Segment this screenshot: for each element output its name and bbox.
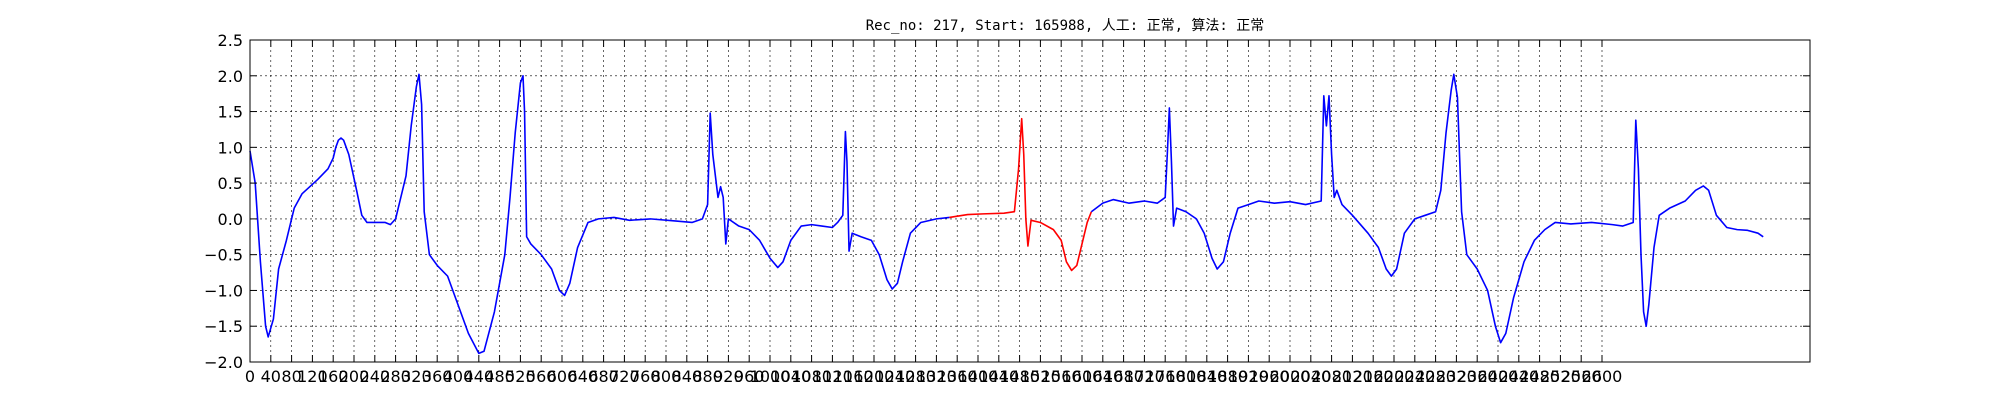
x-tick-label: 1400	[958, 367, 999, 386]
y-tick-label: 1.0	[218, 138, 243, 157]
x-tick-label: 1240	[874, 367, 915, 386]
x-tick-label: 280	[380, 367, 411, 386]
x-tick-label: 480	[484, 367, 515, 386]
x-tick-label: 200	[339, 367, 370, 386]
x-tick-label: 2360	[1457, 367, 1498, 386]
x-tick-label: 0	[245, 367, 255, 386]
x-tick-label: 600	[547, 367, 578, 386]
series-line-1	[249, 73, 950, 355]
x-tick-label: 1600	[1062, 367, 1103, 386]
series-line-3	[1090, 73, 1764, 344]
x-tick-label: 1480	[999, 367, 1040, 386]
x-tick-label: 560	[526, 367, 557, 386]
y-tick-label: 0.0	[218, 210, 243, 229]
plot-frame	[249, 39, 1811, 363]
x-tick-label: 1280	[895, 367, 936, 386]
x-tick-label: 360	[422, 367, 453, 386]
x-tick-label: 2320	[1436, 367, 1477, 386]
x-tick-label: 240	[360, 367, 391, 386]
x-tick-label: 1680	[1103, 367, 1144, 386]
x-tick-label: 400	[443, 367, 474, 386]
x-tick-label: 2560	[1561, 367, 1602, 386]
x-tick-label: 520	[505, 367, 536, 386]
x-tick-label: 2240	[1394, 367, 1435, 386]
x-tick-label: 440	[464, 367, 495, 386]
x-tick-label: 1360	[937, 367, 978, 386]
x-tick-label: 1000	[750, 367, 791, 386]
x-tick-label: 680	[588, 367, 619, 386]
series-layer	[249, 73, 1764, 355]
x-tick-label: 1880	[1207, 367, 1248, 386]
x-axis-ticks: 0 40 8012016020024028032036040044048052056…	[245, 40, 1622, 386]
x-tick-label: 880	[692, 367, 723, 386]
x-tick-label: 2200	[1374, 367, 1415, 386]
x-tick-label: 1080	[791, 367, 832, 386]
x-tick-label: 1440	[978, 367, 1019, 386]
x-tick-label: 800	[651, 367, 682, 386]
x-tick-label: 1840	[1186, 367, 1227, 386]
x-tick-label: 840	[672, 367, 703, 386]
y-tick-label: −1.0	[204, 281, 243, 300]
y-tick-label: 1.5	[218, 103, 243, 122]
y-tick-label: 0.5	[218, 174, 243, 193]
x-tick-label: 2000	[1270, 367, 1311, 386]
x-tick-label: 2440	[1498, 367, 1539, 386]
y-tick-label: 2.0	[218, 67, 243, 86]
x-tick-label: 1320	[916, 367, 957, 386]
x-tick-label: 40	[261, 367, 281, 386]
x-tick-label: 320	[401, 367, 432, 386]
x-tick-label: 1120	[812, 367, 853, 386]
chart-title: Rec_no: 217, Start: 165988, 人工: 正常, 算法: …	[866, 18, 1265, 34]
x-tick-label: 2080	[1311, 367, 1352, 386]
x-tick-label: 1640	[1082, 367, 1123, 386]
x-tick-label: 120	[297, 367, 328, 386]
y-tick-label: −2.0	[204, 353, 243, 372]
x-tick-label: 1720	[1124, 367, 1165, 386]
y-axis-ticks: 2.5 2.0 1.5 1.0 0.5 0.0 −0.5 −1.0 −1.5 −2.0	[204, 31, 1810, 372]
y-tick-label: −1.5	[204, 317, 243, 336]
x-tick-label: 2600	[1582, 367, 1623, 386]
x-tick-label: 1760	[1145, 367, 1186, 386]
x-tick-label: 2160	[1353, 367, 1394, 386]
x-tick-label: 960	[734, 367, 765, 386]
x-tick-label: 760	[630, 367, 661, 386]
x-tick-label: 1200	[854, 367, 895, 386]
x-tick-label: 920	[713, 367, 744, 386]
x-tick-label: 160	[318, 367, 349, 386]
x-tick-label: 1960	[1249, 367, 1290, 386]
x-tick-label: 1800	[1166, 367, 1207, 386]
x-tick-label: 1520	[1020, 367, 1061, 386]
x-tick-label: 2120	[1332, 367, 1373, 386]
x-tick-label: 1560	[1041, 367, 1082, 386]
x-tick-label: 2040	[1290, 367, 1331, 386]
grid-lines	[250, 40, 1810, 362]
x-tick-label: 1920	[1228, 367, 1269, 386]
y-tick-label: −0.5	[204, 246, 243, 265]
x-tick-label: 1040	[770, 367, 811, 386]
y-tick-label: 2.5	[218, 31, 243, 50]
x-tick-label: 640	[568, 367, 599, 386]
x-tick-label: 2480	[1519, 367, 1560, 386]
x-tick-label: 720	[609, 367, 640, 386]
x-tick-label: 2400	[1478, 367, 1519, 386]
x-tick-label: 2280	[1415, 367, 1456, 386]
x-tick-label: 2520	[1540, 367, 1581, 386]
series-line-2	[949, 117, 1093, 272]
x-tick-label: 80	[281, 367, 301, 386]
x-tick-label: 1160	[833, 367, 874, 386]
